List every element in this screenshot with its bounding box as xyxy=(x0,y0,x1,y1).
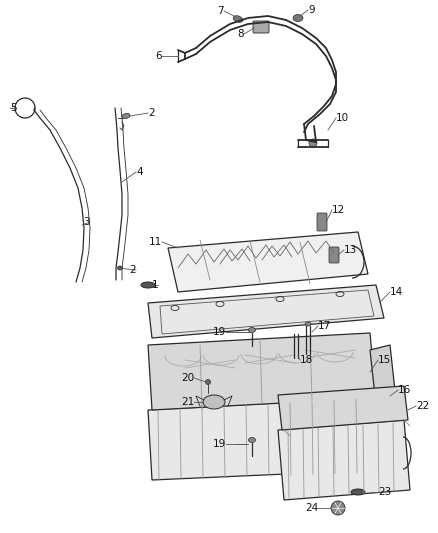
FancyBboxPatch shape xyxy=(317,213,327,231)
Text: 16: 16 xyxy=(398,385,411,395)
Text: 4: 4 xyxy=(136,167,143,177)
Polygon shape xyxy=(278,420,410,500)
Polygon shape xyxy=(148,333,376,410)
Text: 21: 21 xyxy=(181,397,194,407)
Text: 10: 10 xyxy=(336,113,349,123)
Ellipse shape xyxy=(351,489,365,495)
Ellipse shape xyxy=(205,379,211,384)
Text: 8: 8 xyxy=(237,29,244,39)
Text: 6: 6 xyxy=(155,51,162,61)
Polygon shape xyxy=(168,232,368,292)
Text: 7: 7 xyxy=(217,6,224,16)
FancyBboxPatch shape xyxy=(329,247,339,263)
Ellipse shape xyxy=(248,438,255,442)
Circle shape xyxy=(331,501,345,515)
Ellipse shape xyxy=(293,14,303,21)
Text: 11: 11 xyxy=(149,237,162,247)
Ellipse shape xyxy=(122,114,130,119)
Ellipse shape xyxy=(233,15,243,22)
Polygon shape xyxy=(148,285,384,338)
Text: 23: 23 xyxy=(378,487,391,497)
Circle shape xyxy=(309,139,317,147)
Text: 3: 3 xyxy=(83,217,90,227)
Text: 18: 18 xyxy=(300,355,313,365)
Text: 14: 14 xyxy=(390,287,403,297)
Text: 17: 17 xyxy=(318,321,331,331)
Text: 9: 9 xyxy=(308,5,314,15)
Text: 13: 13 xyxy=(344,245,357,255)
Text: 19: 19 xyxy=(213,439,226,449)
Ellipse shape xyxy=(203,395,225,409)
Ellipse shape xyxy=(305,322,311,326)
Text: 15: 15 xyxy=(378,355,391,365)
FancyBboxPatch shape xyxy=(253,21,269,33)
Text: 2: 2 xyxy=(129,265,136,275)
Text: 24: 24 xyxy=(305,503,318,513)
Text: 1: 1 xyxy=(152,280,158,290)
Ellipse shape xyxy=(141,282,155,288)
Polygon shape xyxy=(148,398,376,480)
Polygon shape xyxy=(278,386,408,430)
Text: 12: 12 xyxy=(332,205,345,215)
Text: 5: 5 xyxy=(10,103,17,113)
Text: 2: 2 xyxy=(148,108,155,118)
Text: 20: 20 xyxy=(181,373,194,383)
Text: 22: 22 xyxy=(416,401,429,411)
Text: 19: 19 xyxy=(213,327,226,337)
Ellipse shape xyxy=(248,327,255,333)
Ellipse shape xyxy=(117,266,123,270)
Polygon shape xyxy=(370,345,396,405)
